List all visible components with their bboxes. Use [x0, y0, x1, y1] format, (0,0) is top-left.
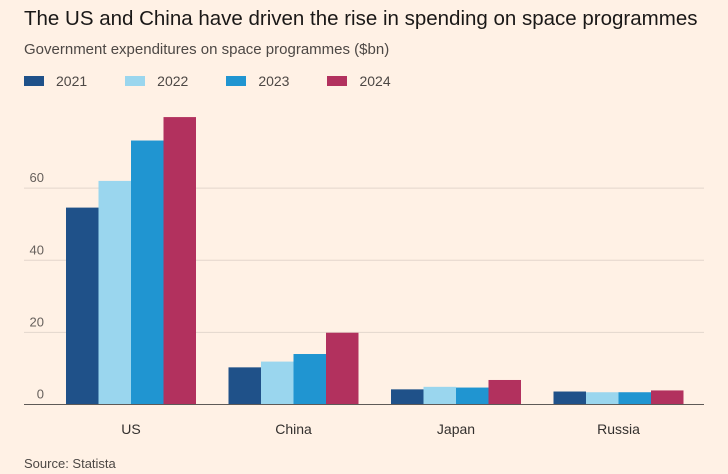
bar-us-2022 [98, 180, 131, 405]
legend-swatch-2024 [327, 76, 348, 86]
bar-us-2021 [66, 207, 99, 405]
bar-japan-2023 [456, 387, 489, 405]
bar-russia-2022 [586, 392, 619, 405]
legend-item-2022: 2022 [125, 73, 188, 89]
bar-russia-2021 [553, 391, 586, 405]
legend-swatch-2022 [125, 76, 146, 86]
chart-subtitle: Government expenditures on space program… [24, 41, 390, 58]
chart-source: Source: Statista [24, 456, 116, 471]
legend-swatch-2021 [24, 76, 44, 86]
y-tick-label: 20 [30, 314, 44, 329]
bar-russia-2024 [651, 390, 684, 405]
legend-label-2021: 2021 [56, 73, 88, 89]
y-tick-label: 40 [30, 242, 44, 257]
legend-item-2023: 2023 [226, 73, 289, 89]
bar-china-2024 [326, 332, 359, 405]
bar-us-2024 [163, 117, 196, 405]
legend-item-2024: 2024 [327, 73, 391, 89]
bar-russia-2023 [618, 392, 651, 405]
chart-title: The US and China have driven the rise in… [24, 7, 698, 30]
chart-legend: 2021 2022 2023 2024 [24, 72, 429, 90]
legend-label-2023: 2023 [258, 73, 290, 89]
bars [66, 117, 684, 405]
legend-label-2022: 2022 [157, 73, 189, 89]
legend-item-2021: 2021 [24, 73, 87, 89]
bar-us-2023 [131, 140, 164, 405]
y-tick-label: 0 [37, 387, 44, 402]
axis-labels: 0 20 40 60 US China Japan Russia [24, 170, 704, 437]
x-tick-label: China [275, 421, 312, 437]
legend-swatch-2023 [226, 76, 247, 86]
legend-label-2024: 2024 [359, 73, 391, 89]
bar-japan-2022 [423, 386, 456, 405]
x-tick-label: US [121, 421, 140, 437]
bar-japan-2024 [488, 379, 521, 405]
y-tick-label: 60 [30, 170, 44, 185]
bar-china-2022 [261, 361, 294, 405]
bar-china-2021 [228, 367, 261, 405]
x-tick-label: Japan [437, 421, 475, 437]
bar-japan-2021 [391, 389, 424, 405]
x-tick-label: Russia [597, 421, 640, 437]
bar-china-2023 [293, 354, 326, 405]
